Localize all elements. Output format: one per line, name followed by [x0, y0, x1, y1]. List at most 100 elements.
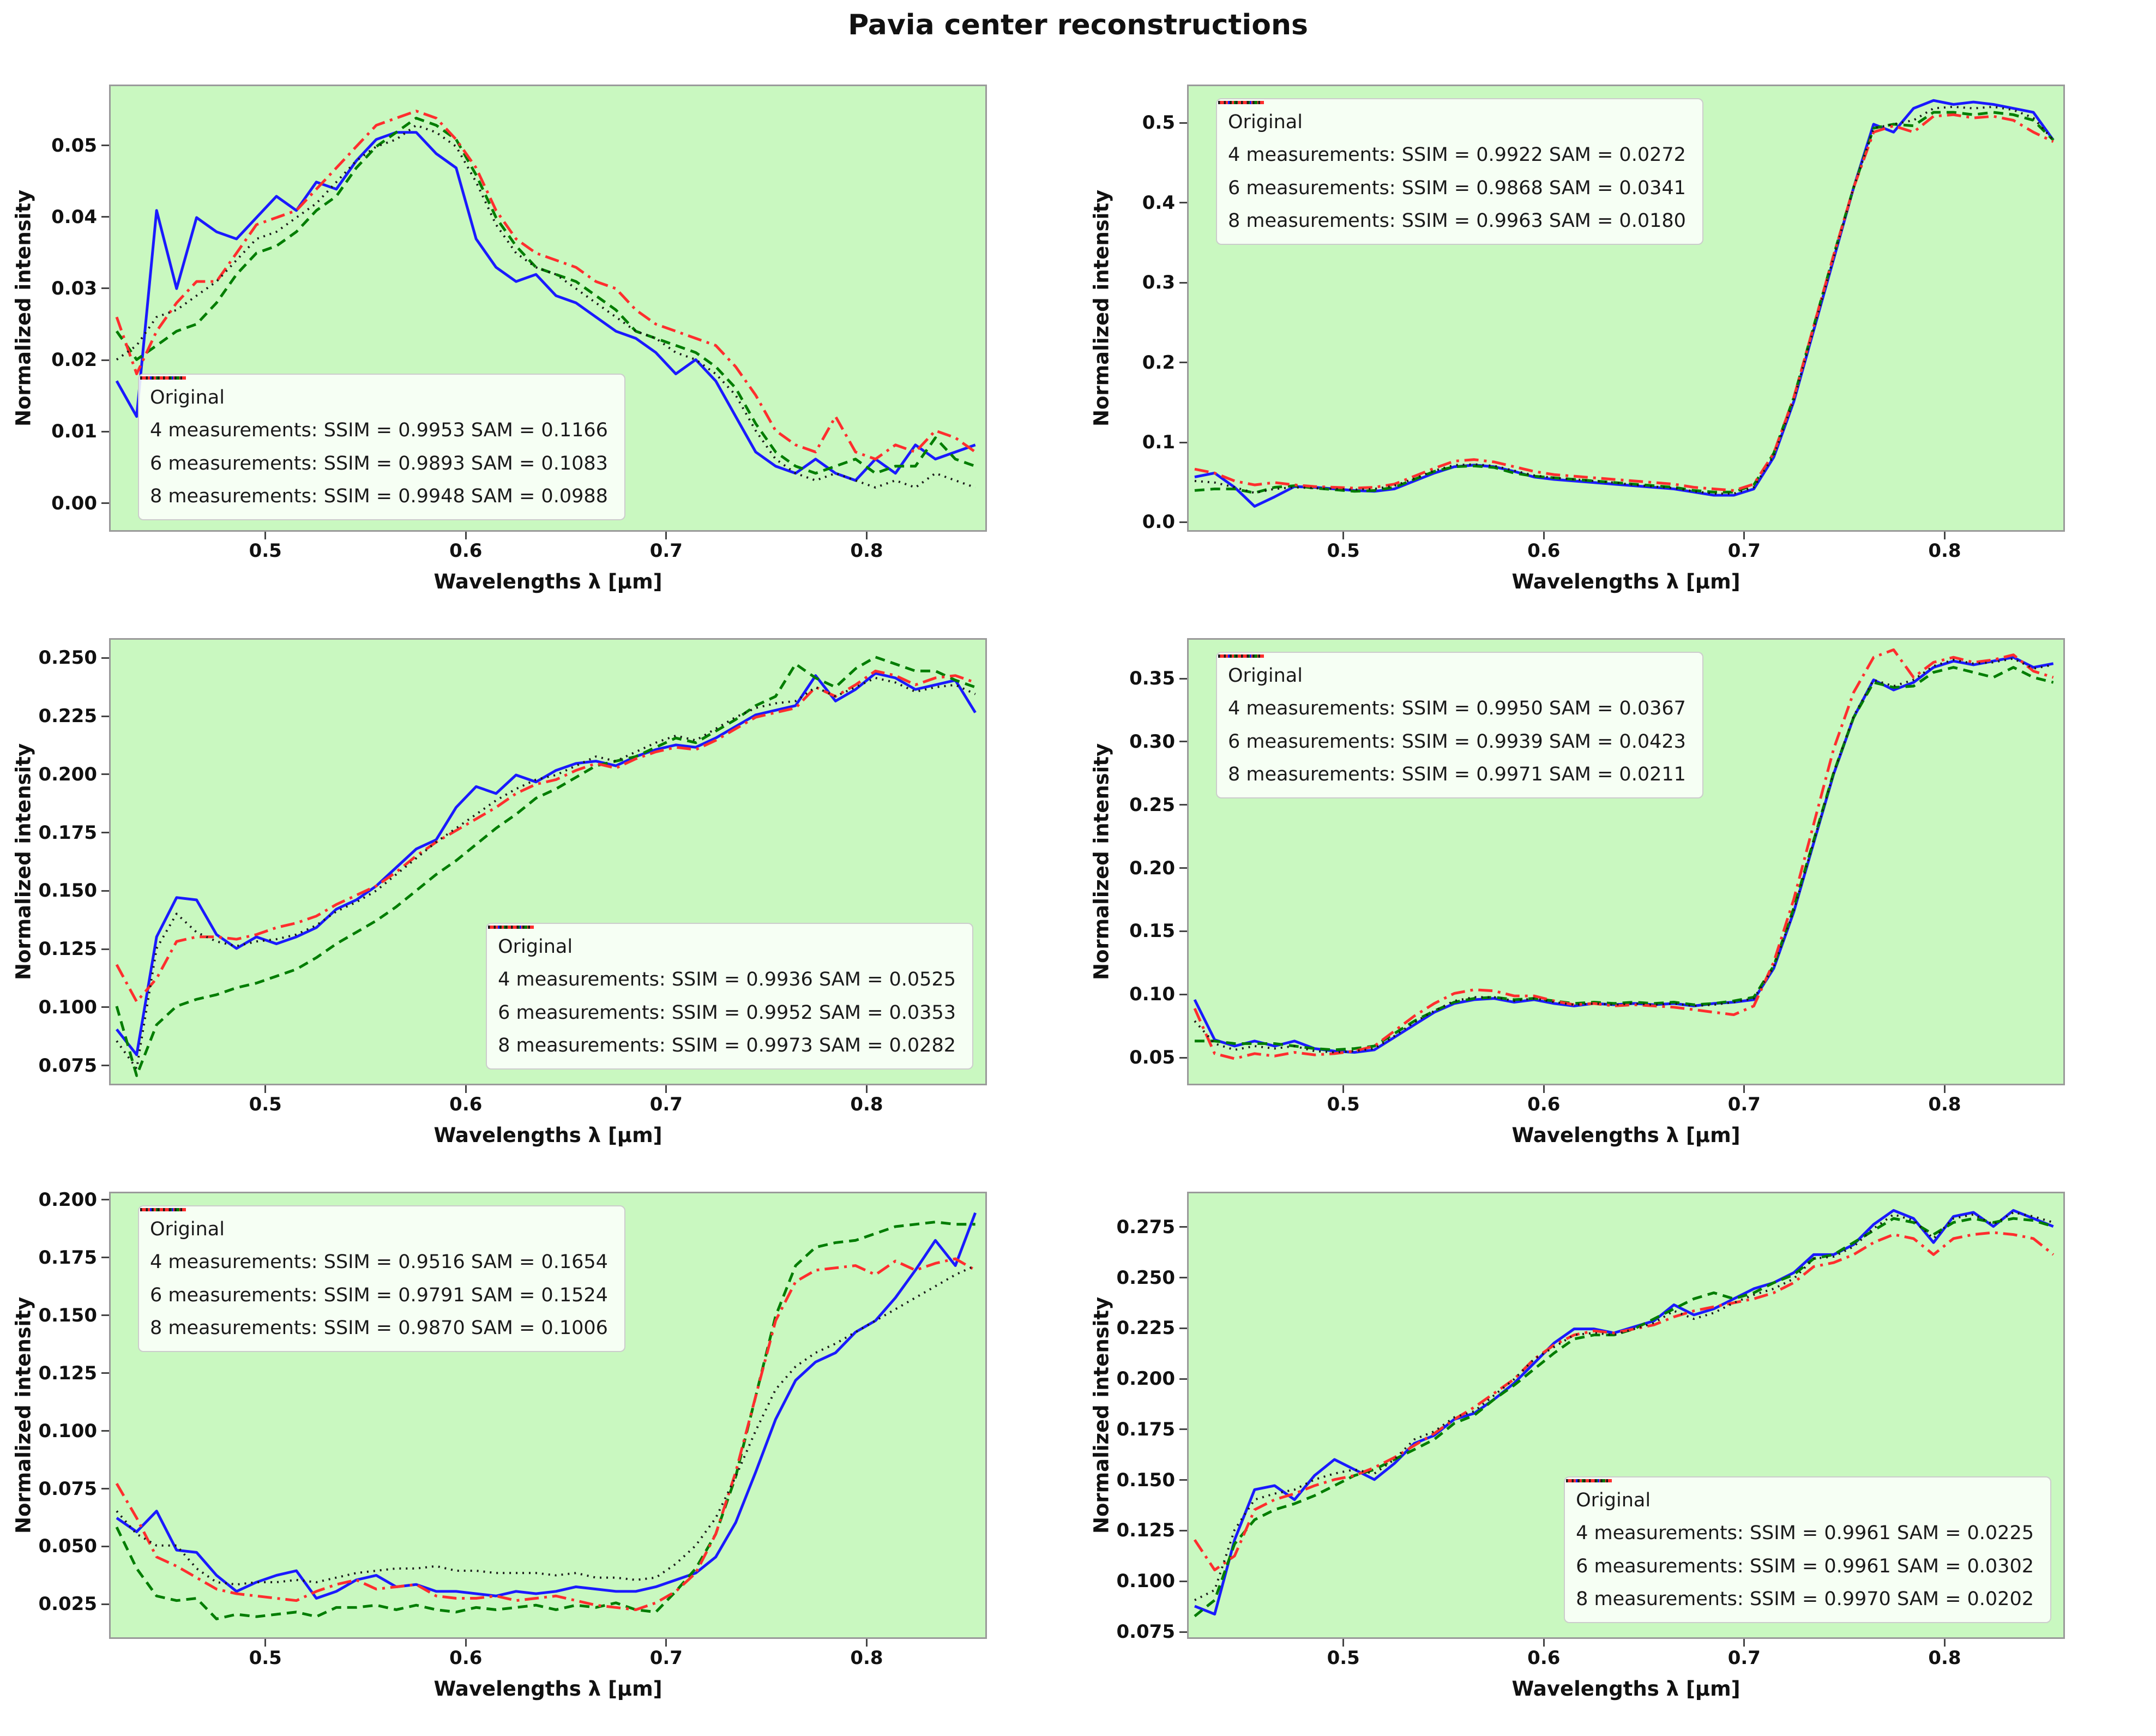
legend-swatch-8-measurements: [1218, 101, 1264, 104]
x-tick-label: 0.7: [1727, 1094, 1761, 1115]
y-tick-label: 0.00: [51, 492, 97, 514]
legend-label-6-measurements: 6 measurements: SSIM = 0.9961 SAM = 0.03…: [1576, 1555, 2034, 1577]
x-tick-label: 0.5: [249, 1094, 282, 1115]
series-line-6-measurements: [115, 1257, 976, 1611]
plot-area: Original 4 measurements: SSIM = 0.9950 SA…: [1187, 638, 2065, 1085]
y-tick-label: 0.050: [38, 1535, 97, 1558]
x-tick-label: 0.8: [850, 540, 883, 562]
y-tick-mark: [101, 1545, 109, 1547]
x-tick-label: 0.5: [1327, 1647, 1360, 1669]
series-lines: [1193, 1209, 2055, 1618]
legend-item-8-measurements: 8 measurements: SSIM = 0.9870 SAM = 0.10…: [140, 1208, 608, 1343]
x-tick-mark: [1743, 532, 1745, 539]
y-tick-mark: [101, 1199, 109, 1201]
y-tick-label: 0.125: [1116, 1519, 1175, 1542]
series-line-original: [115, 671, 977, 1056]
legend-label-4-measurements: 4 measurements: SSIM = 0.9953 SAM = 0.11…: [150, 419, 608, 442]
y-tick-label: 0.275: [1116, 1216, 1175, 1238]
y-tick-label: 0.150: [38, 1304, 97, 1326]
legend-label-original: Original: [1228, 665, 1303, 687]
series-lines: [1193, 648, 2054, 1060]
x-tick-mark: [264, 1639, 267, 1647]
x-tick-mark: [264, 532, 267, 539]
x-tick-label: 0.7: [649, 1094, 683, 1115]
y-tick-mark: [101, 145, 109, 147]
subplot-bottom-right: Normalized intensity Original 4 measuremen…: [1078, 1175, 2156, 1729]
y-tick-label: 0.30: [1129, 730, 1175, 753]
legend-swatch-8-measurements: [140, 1208, 186, 1211]
series-line-8-measurements: [1194, 657, 2054, 1054]
y-tick-mark: [101, 657, 109, 659]
y-tick-label: 0.5: [1142, 112, 1175, 134]
y-tick-label: 0.200: [38, 763, 97, 785]
series-line-6-measurements: [115, 110, 977, 461]
y-tick-mark: [1179, 741, 1187, 743]
y-tick-label: 0.125: [38, 1362, 97, 1384]
y-tick-mark: [101, 287, 109, 290]
x-tick-label: 0.5: [1327, 1094, 1360, 1115]
y-tick-label: 0.100: [38, 1420, 97, 1442]
y-tick-label: 0.05: [51, 134, 97, 157]
series-lines: [115, 110, 977, 489]
y-tick-label: 0.25: [1129, 794, 1175, 816]
y-tick-mark: [1179, 867, 1187, 869]
y-tick-label: 0.225: [38, 705, 97, 728]
y-tick-label: 0.075: [38, 1054, 97, 1077]
series-line-6-measurements: [1194, 113, 2054, 492]
legend-swatch-8-measurements: [1566, 1479, 1612, 1482]
y-tick-label: 0.02: [51, 349, 97, 371]
legend-label-4-measurements: 4 measurements: SSIM = 0.9961 SAM = 0.02…: [1576, 1522, 2034, 1545]
y-tick-mark: [101, 1257, 109, 1259]
x-tick-mark: [465, 532, 467, 539]
x-tick-label: 0.6: [1527, 540, 1561, 562]
series-line-8-measurements: [1194, 1211, 2054, 1601]
x-tick-mark: [865, 1085, 868, 1093]
x-axis-label: Wavelengths λ [μm]: [1511, 570, 1741, 593]
legend-item-original: Original: [1218, 654, 1686, 691]
y-tick-mark: [1179, 362, 1187, 364]
x-tick-mark: [1342, 532, 1345, 539]
x-tick-mark: [1943, 1085, 1946, 1093]
x-tick-mark: [865, 532, 868, 539]
y-tick-label: 0.075: [38, 1477, 97, 1500]
y-tick-label: 0.35: [1129, 668, 1175, 690]
series-lines: [115, 1212, 977, 1620]
legend-swatch-8-measurements: [488, 926, 534, 929]
y-tick-mark: [1179, 1378, 1187, 1380]
y-tick-mark: [101, 1430, 109, 1432]
y-tick-label: 0.150: [1116, 1469, 1175, 1491]
y-tick-label: 0.10: [1129, 983, 1175, 1006]
y-tick-mark: [101, 1065, 109, 1067]
legend-label-8-measurements: 8 measurements: SSIM = 0.9970 SAM = 0.02…: [1576, 1588, 2034, 1610]
legend-label-8-measurements: 8 measurements: SSIM = 0.9948 SAM = 0.09…: [150, 485, 608, 507]
legend-swatch-8-measurements: [1218, 654, 1264, 658]
y-tick-mark: [101, 1314, 109, 1317]
legend-label-original: Original: [150, 1218, 225, 1240]
subplot-grid: Normalized intensity Original 4 measuremen…: [0, 68, 2156, 1729]
y-tick-mark: [1179, 1479, 1187, 1481]
x-tick-mark: [1943, 1639, 1946, 1647]
y-tick-label: 0.250: [38, 647, 97, 669]
legend-item-4-measurements: 4 measurements: SSIM = 0.9516 SAM = 0.16…: [140, 1208, 608, 1277]
x-tick-label: 0.8: [1928, 1094, 1961, 1115]
legend-item-8-measurements: 8 measurements: SSIM = 0.9948 SAM = 0.09…: [140, 376, 608, 512]
plot-area: Original 4 measurements: SSIM = 0.9516 SA…: [109, 1192, 987, 1639]
x-tick-mark: [1342, 1085, 1345, 1093]
y-tick-mark: [101, 502, 109, 504]
y-tick-mark: [1179, 1277, 1187, 1279]
y-tick-label: 0.2: [1142, 351, 1175, 374]
y-tick-label: 0.075: [1116, 1621, 1175, 1643]
series-line-8-measurements: [116, 124, 976, 489]
y-tick-label: 0.200: [38, 1188, 97, 1211]
y-tick-mark: [1179, 202, 1187, 204]
plot-area: Original 4 measurements: SSIM = 0.9922 SA…: [1187, 85, 2065, 532]
y-tick-mark: [1179, 1056, 1187, 1059]
x-tick-label: 0.8: [850, 1647, 883, 1669]
y-tick-mark: [101, 715, 109, 717]
x-tick-mark: [865, 1639, 868, 1647]
legend-label-original: Original: [150, 387, 225, 409]
y-tick-mark: [101, 1603, 109, 1605]
subplot-bottom-left: Normalized intensity Original 4 measuremen…: [0, 1175, 1078, 1729]
series-lines: [1194, 99, 2055, 508]
y-tick-label: 0.100: [38, 996, 97, 1018]
